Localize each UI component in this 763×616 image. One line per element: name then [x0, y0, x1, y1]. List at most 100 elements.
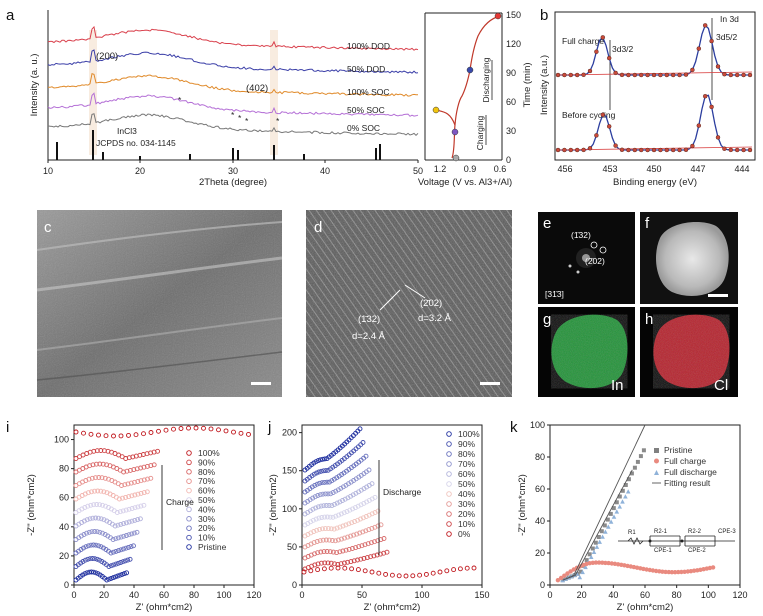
eis-k-pristine-point: [611, 506, 616, 511]
eis-k-charge-point: [663, 569, 668, 575]
eis-j-legend-marker: [446, 501, 452, 507]
panel-e-label: e: [543, 215, 551, 232]
eis-i-series: [73, 425, 251, 583]
eis-i-point: [81, 545, 86, 551]
eis-i-point: [121, 521, 127, 527]
eis-i-point: [99, 475, 105, 481]
ytick: 60: [59, 493, 69, 503]
xps-point: [607, 124, 612, 129]
eis-j-point: [369, 569, 375, 575]
eis-j-point: [376, 570, 382, 576]
eis-i-point: [216, 427, 221, 433]
sem-scale-bar: [251, 382, 271, 385]
eis-k-charge-point: [672, 570, 678, 575]
xrd-band-200: [89, 30, 97, 155]
xps-before-cycling: Before cycling: [562, 110, 616, 120]
ytick: 100: [282, 504, 297, 514]
eis-i-point: [126, 532, 132, 538]
eis-j-point: [323, 503, 329, 508]
fft-spot-1-label: (1̄32): [571, 230, 591, 240]
eis-j-point: [417, 572, 423, 578]
eis-j-point: [312, 551, 317, 557]
xrd-xtick-1: 20: [135, 166, 145, 176]
xps-point: [741, 72, 746, 78]
xtick: 120: [732, 590, 747, 600]
xps-point: [613, 143, 618, 148]
eis-j-point: [315, 458, 321, 464]
eis-i-point: [88, 542, 94, 548]
eis-i-point: [106, 576, 112, 582]
eis-k-discharge-point: [597, 539, 602, 544]
eis-i-point: [131, 467, 137, 473]
eis-i-point: [89, 475, 95, 481]
eis-k-discharge-point: [625, 489, 631, 494]
xtick: 100: [701, 590, 716, 600]
eis-i-point: [132, 505, 138, 511]
eis-j-point: [330, 514, 336, 520]
eis-i-point: [133, 432, 139, 438]
xps-point: [664, 72, 669, 78]
fft-spot-2: [599, 246, 607, 254]
panel-f: f: [640, 212, 738, 304]
panel-e: e (1̄32) (2̄02) [31̄3]: [538, 212, 635, 304]
eis-j-point: [471, 565, 477, 571]
eis-i-point: [110, 575, 116, 581]
panel-h: h Cl: [640, 307, 738, 397]
eis-i-point: [91, 502, 97, 508]
eis-i-point: [118, 521, 124, 527]
panel-b-label: b: [540, 7, 548, 24]
eis-j-point: [316, 469, 322, 475]
svg-text:447: 447: [690, 164, 705, 174]
panel-g: g In: [538, 307, 635, 397]
eis-i-point: [125, 557, 131, 563]
eis-i-point: [100, 502, 105, 508]
eis-k-ticks: 0 20 40 60 80 100 120 0 20 40 60 80 100: [530, 420, 748, 600]
eis-i-legend-item: 70%: [198, 476, 215, 486]
eis-j-legend-item: 40%: [458, 489, 475, 499]
eis-i-point: [127, 556, 133, 562]
eis-j-point: [334, 550, 340, 556]
eis-j-legend-marker: [446, 511, 452, 517]
eis-j-point: [326, 537, 332, 543]
xps-point: [568, 147, 573, 153]
eis-j-point: [321, 468, 327, 474]
eis-i-point: [171, 426, 176, 432]
xps-point: [651, 147, 657, 153]
xps-point: [671, 72, 676, 78]
eis-j-point: [324, 479, 330, 485]
xrd-curve-4: [47, 113, 419, 136]
eis-i-point: [145, 476, 150, 482]
eis-k-pristine-point: [605, 517, 610, 522]
eis-j-ticks: 0 50 100 150 0 50 100 150 200: [282, 428, 490, 600]
eis-j-point: [329, 503, 335, 509]
xrd-band-402: [270, 30, 278, 155]
eis-i-point: [108, 575, 114, 581]
xps-point: [690, 67, 695, 73]
eis-i-point: [89, 529, 95, 535]
eis-i-point: [81, 518, 87, 524]
eis-j-point: [369, 525, 375, 531]
eis-i-point: [119, 571, 125, 577]
eis-j-point: [322, 456, 328, 462]
eis-i-point: [135, 517, 141, 523]
eis-j-point: [372, 494, 378, 500]
xps-point: [639, 147, 644, 153]
eis-i-point: [90, 515, 96, 521]
eis-j-point: [336, 512, 342, 518]
eis-i-point: [141, 431, 146, 437]
xps-point: [555, 147, 561, 153]
eis-k-pristine-point: [608, 511, 613, 516]
eis-i-point: [138, 478, 144, 484]
eis-i-point: [238, 430, 244, 436]
xrd-peak-200: (200): [96, 51, 118, 62]
in-map-element: In: [611, 377, 624, 394]
eis-j-point: [313, 505, 319, 511]
eis-k-charge-point: [555, 578, 561, 583]
eis-i-legend-item: 100%: [198, 448, 220, 458]
eis-j-point: [310, 506, 316, 512]
xps-point: [607, 55, 612, 61]
eis-j-point: [331, 526, 337, 532]
eis-j-point: [345, 559, 351, 565]
panel-c-label: c: [44, 219, 52, 236]
eis-j-legend-item: 80%: [458, 449, 475, 459]
